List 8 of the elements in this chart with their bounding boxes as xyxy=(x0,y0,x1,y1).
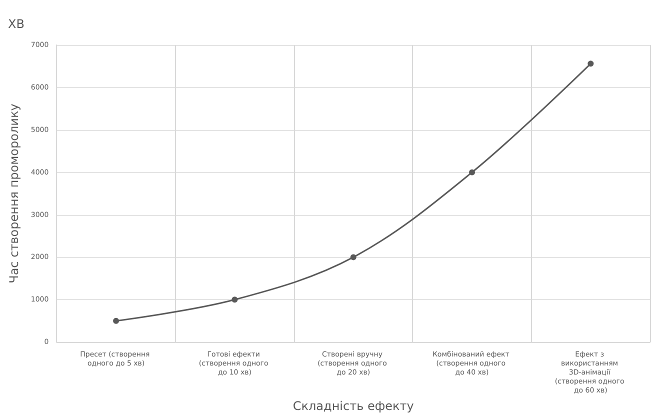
point xyxy=(588,60,594,67)
y-axis-title: Час створення проморолику xyxy=(7,104,21,284)
point xyxy=(350,254,356,260)
text: ХВ xyxy=(8,17,24,31)
point xyxy=(113,318,120,324)
point xyxy=(469,169,476,176)
x-axis-title: Складність ефекту xyxy=(292,399,414,413)
point xyxy=(232,296,238,303)
